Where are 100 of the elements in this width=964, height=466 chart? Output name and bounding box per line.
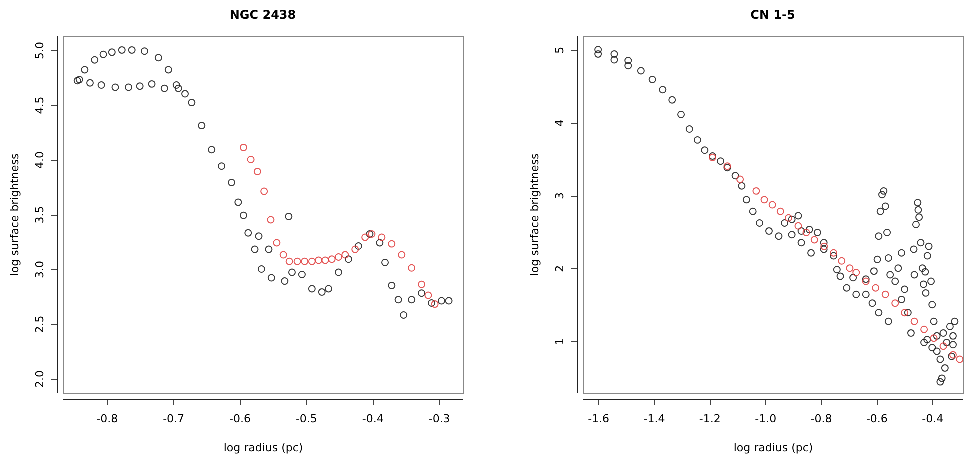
x-axis-title: log radius (pc) [734,442,814,454]
point [408,296,416,304]
point [301,258,309,266]
point [852,269,860,277]
point [234,198,242,206]
point [247,156,255,164]
y-tick-label: 4 [554,120,566,127]
point [86,79,94,87]
point [802,228,810,236]
point [424,292,432,300]
point [362,234,370,242]
point [342,251,350,259]
point [408,264,416,272]
point [354,242,362,250]
point [108,48,116,56]
point [286,258,294,266]
point [760,196,768,204]
point [125,84,133,92]
point [188,99,196,107]
x-tick-label: -0.4 [362,412,384,426]
point [288,268,296,276]
y-tick-label: 5 [554,46,566,54]
point [882,290,890,298]
point [112,84,120,92]
point [140,48,148,56]
point [98,82,106,90]
point [776,208,784,216]
point [335,253,342,261]
point [91,56,99,64]
x-tick-label: -1.0 [755,412,777,426]
point [260,188,268,196]
point [240,144,248,152]
x-tick-label: -1.2 [699,412,721,426]
y-tick-label: 2.5 [34,316,46,334]
point [164,66,172,74]
point [736,176,744,184]
y-tick-label: 3.5 [34,206,46,224]
point [872,284,880,292]
y-tick-label: 3.0 [34,261,46,279]
point [325,285,333,293]
point [910,318,918,326]
point [228,179,236,186]
point [398,251,406,259]
point [400,312,408,319]
point [174,84,182,92]
y-tick-label: 2.0 [34,370,46,388]
point [768,201,776,209]
y-tick-label: 3 [554,192,566,200]
point [154,54,162,62]
x-tick-label: -0.6 [230,412,251,426]
x-tick-label: -0.5 [296,412,318,426]
x-tick-label: -0.6 [866,412,888,426]
point [298,270,306,278]
point [352,246,360,254]
point [280,251,288,259]
point [218,162,226,170]
y-tick-label: 1 [554,338,566,346]
y-axis-title: log surface brightness [8,154,22,276]
point [318,288,326,296]
y-tick-label: 4.5 [34,96,46,114]
point [268,274,276,282]
point [258,266,266,273]
point [388,282,396,290]
point [281,278,289,286]
point [892,300,900,308]
point [438,297,446,305]
point [251,246,259,254]
point [388,240,396,248]
point [265,246,273,254]
point [378,234,386,242]
y-tick-label: 5.0 [34,42,46,60]
point [838,257,846,265]
point [273,239,281,247]
point [315,256,323,264]
point [118,46,126,54]
x-tick-label: -0.3 [428,412,450,426]
chart-title: CN 1-5 [750,8,796,22]
chart-title: NGC 2438 [230,8,296,22]
point [308,285,316,293]
point [901,309,909,317]
point [428,299,436,307]
point [784,214,792,222]
point [418,290,426,298]
point [148,80,156,88]
point [846,264,854,272]
point [820,242,828,250]
point [100,50,108,58]
point [285,212,293,220]
point [255,232,263,240]
point [920,326,928,334]
point [344,256,352,264]
x-tick-label: -1.6 [588,412,610,426]
point [182,90,189,98]
point [376,239,384,247]
point [940,342,948,350]
point [208,146,216,154]
point [172,82,180,90]
point [394,296,402,304]
point [830,249,838,257]
point [136,82,144,90]
